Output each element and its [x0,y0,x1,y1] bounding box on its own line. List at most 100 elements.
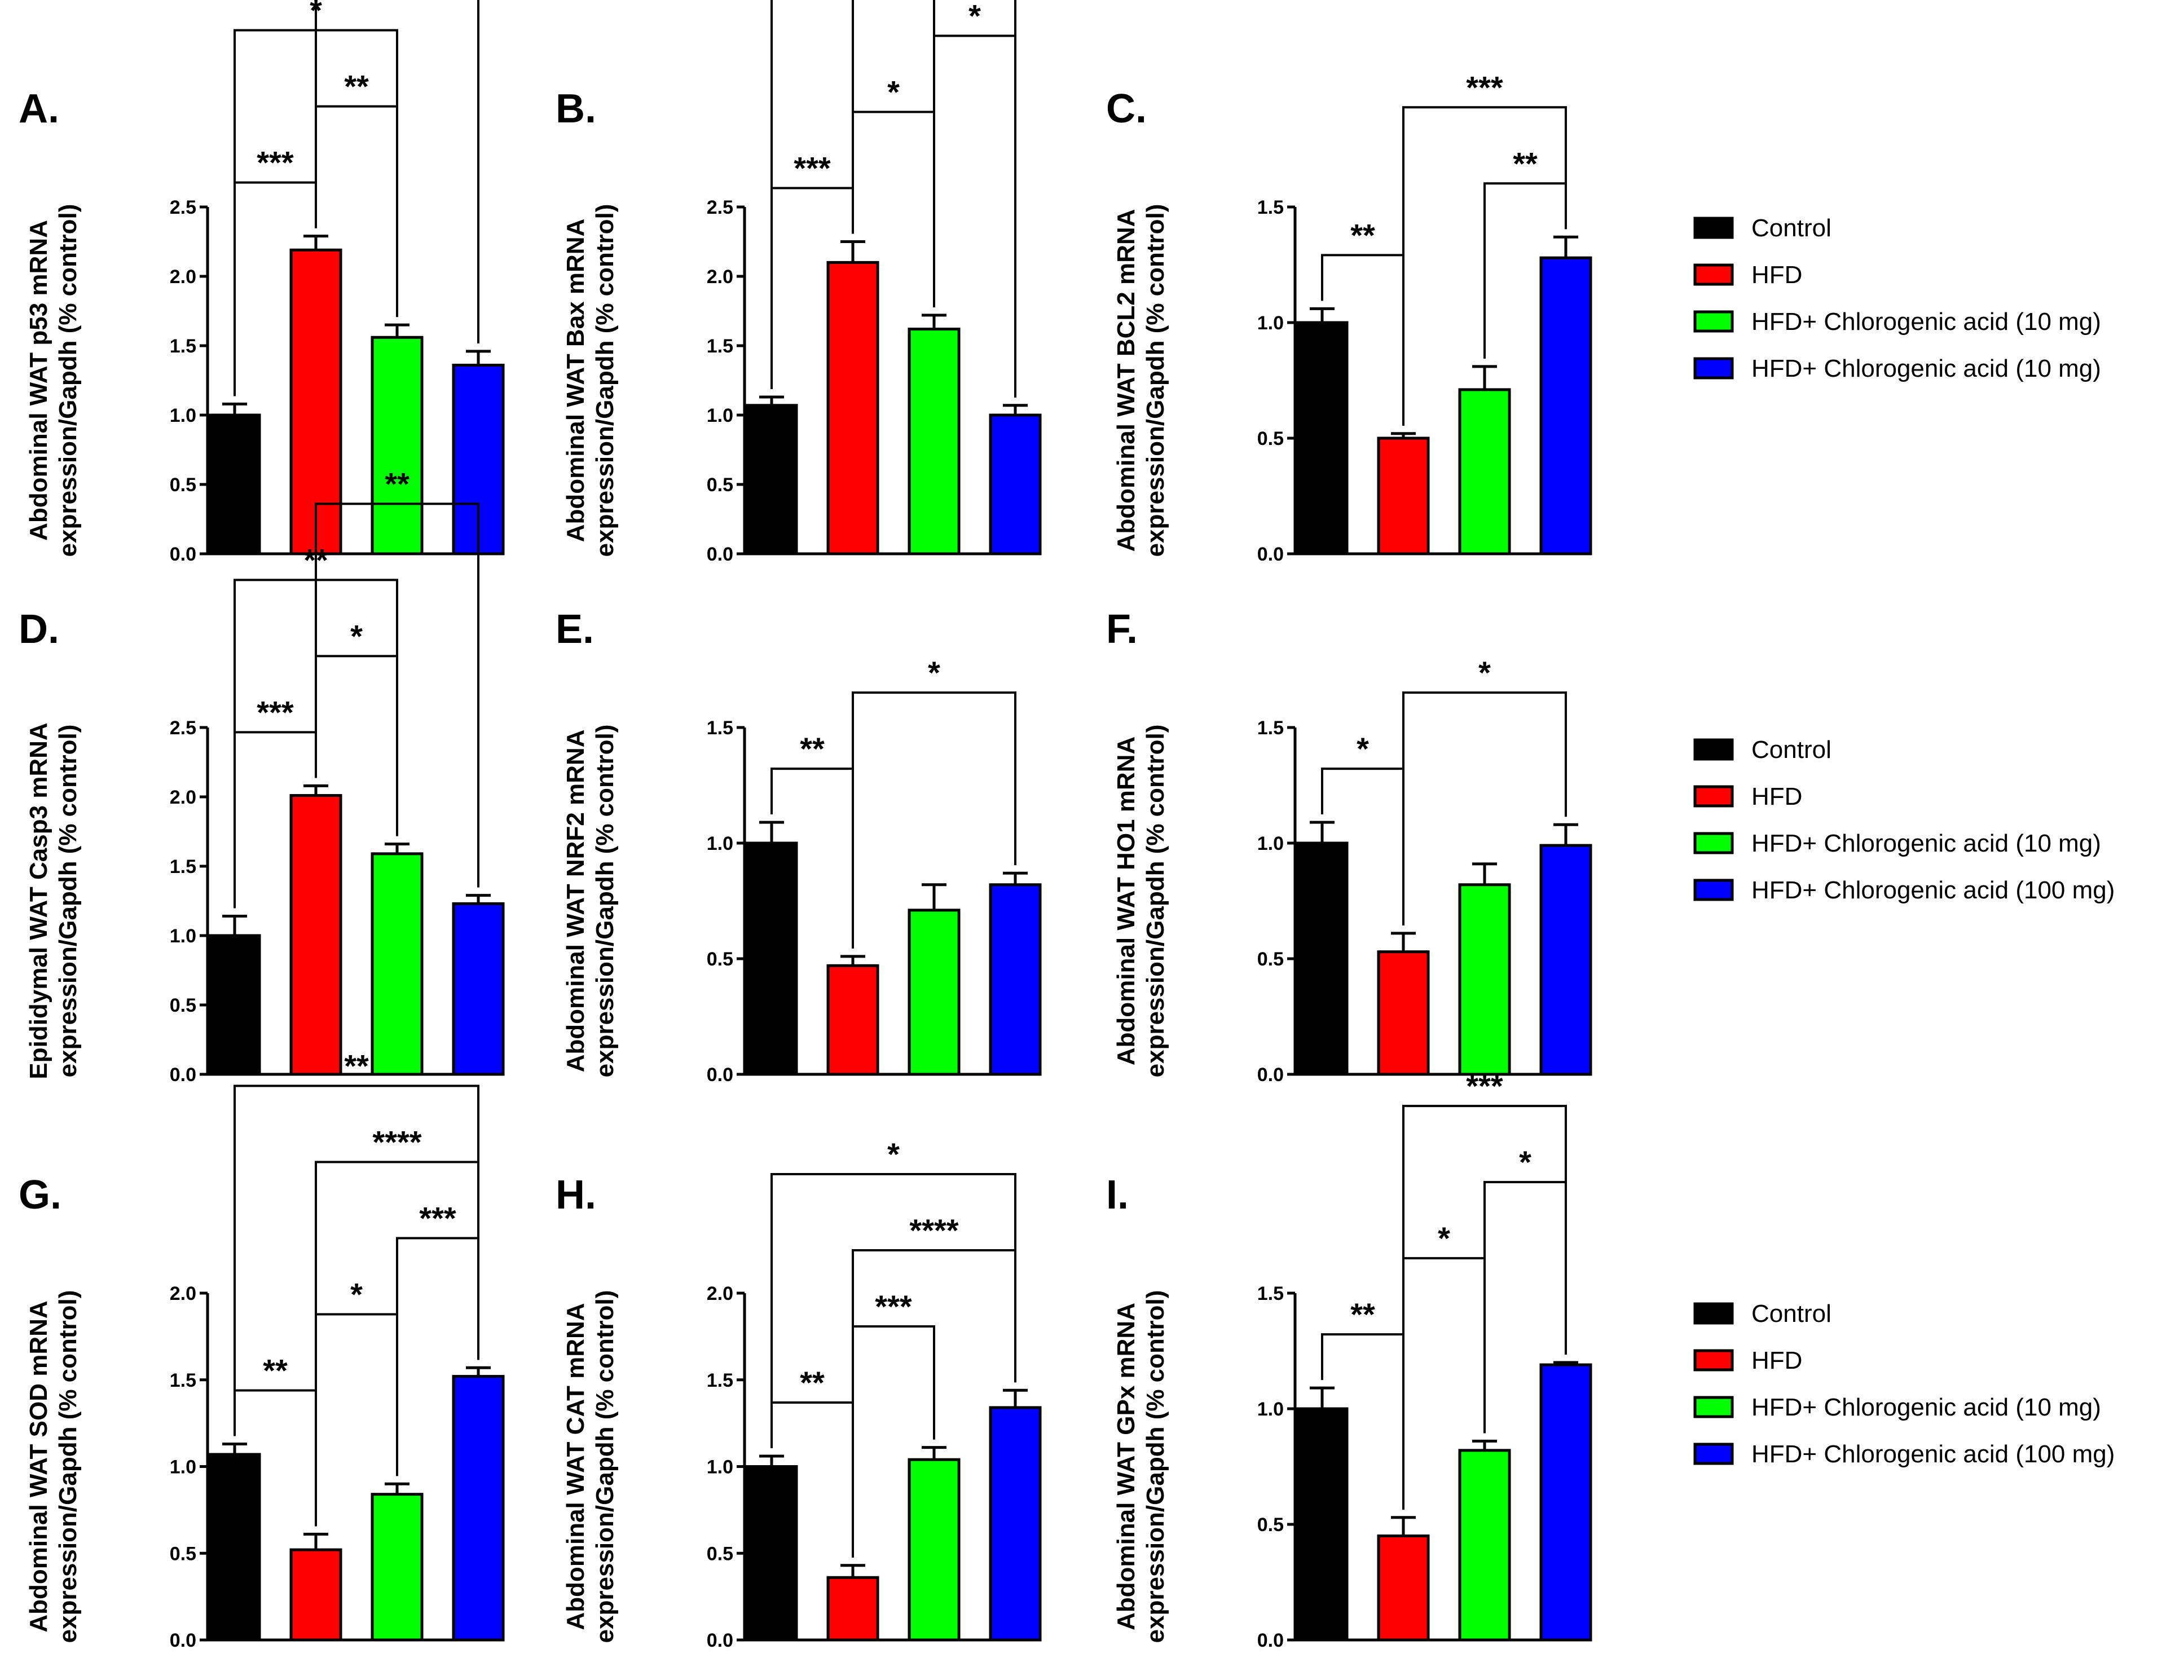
significance-bracket [770,0,935,390]
panel-f: F. Abdominal WAT HO1 mRNA expression/Gapdh… [1106,607,1592,1086]
y-tick-label: 0.0 [170,1630,196,1651]
bar-cga-10mg [1458,388,1511,555]
legend-swatch [1693,357,1734,380]
bar-hfd [1377,950,1430,1076]
significance-label: ** [800,1365,825,1400]
panel-letter: E. [556,607,594,652]
y-tick-label: 1.5 [1257,717,1284,739]
y-tick-label: 0.5 [707,949,733,970]
y-tick-label: 2.0 [170,1283,196,1304]
y-tick-label: 0.5 [170,474,196,496]
legend-label: HFD+ Chlorogenic acid (10 mg) [1751,1394,2101,1421]
y-tick-label: 2.5 [707,197,733,218]
significance-label: * [887,1136,900,1172]
legend-2: Control HFD HFD+ Chlorogenic acid (10 mg) H… [1693,736,2115,904]
significance-label: *** [257,694,294,730]
bar-control [1296,841,1349,1076]
significance-label: * [1438,1220,1450,1256]
significance-label: * [1478,655,1491,690]
y-tick-label: 0.0 [1257,1630,1284,1651]
y-axis-label: Abdominal WAT BCL2 mRNA [1112,209,1140,552]
bar-hfd [826,1576,879,1642]
bar-cga-10mg [371,336,424,555]
legend-label: HFD [1751,261,1802,289]
bar-cga-100mg [1539,1363,1592,1642]
y-tick-label: 0.0 [1257,544,1284,565]
y-tick-label: 2.0 [707,266,733,288]
y-tick-label: 0.5 [170,1543,196,1564]
y-tick-label: 1.0 [170,1457,196,1478]
panel-letter: C. [1106,86,1147,131]
bar-hfd [289,794,342,1076]
legend-1: Control HFD HFD+ Chlorogenic acid (10 mg) H… [1693,214,2101,382]
y-tick-label: 0.5 [1257,428,1284,449]
bar-hfd [289,1548,342,1642]
bar-hfd [1377,1535,1430,1642]
panel-letter: G. [19,1172,61,1218]
significance-label: * [350,618,363,654]
panel-a: A. Abdominal WAT p53 mRNA expression/Gapdh… [19,0,505,565]
legend-swatch [1693,263,1734,286]
y-axis-label: Abdominal WAT Bax mRNA [562,219,589,543]
y-tick-label: 1.0 [1257,312,1284,334]
panel-letter: F. [1106,607,1138,652]
y-tick-label: 0.0 [170,1064,196,1086]
y-axis-label: Abdominal WAT SOD mRNA [25,1300,52,1632]
y-axis-label: Abdominal WAT CAT mRNA [562,1303,589,1630]
legend-swatch [1693,879,1734,901]
y-tick-label: 2.0 [170,787,196,808]
y-axis-label: Abdominal WAT p53 mRNA [25,220,52,541]
y-axis-label: Abdominal WAT HO1 mRNA [1112,737,1140,1065]
significance-label: ** [800,731,825,766]
bar-cga-10mg [371,852,424,1076]
bar-control [745,1465,798,1642]
y-axis-label: Abdominal WAT NRF2 mRNA [562,730,589,1073]
bar-control [745,841,798,1076]
y-axis-label: expression/Gapdh (% control) [591,204,619,557]
bar-cga-100mg [1539,844,1592,1076]
significance-label: **** [909,1212,958,1248]
significance-bracket [852,0,1016,398]
panel-letter: B. [556,86,596,131]
y-tick-label: 0.5 [1257,1514,1284,1536]
legend-label: Control [1751,736,1831,764]
y-axis-label: expression/Gapdh (% control) [1142,1290,1169,1643]
y-tick-label: 1.0 [707,1457,733,1478]
panel-i: I. Abdominal WAT GPx mRNA expression/Gapdh… [1106,1068,1592,1651]
panel-b: B. Abdominal WAT Bax mRNA expression/Gapdh… [556,0,1042,565]
panel-e: E. Abdominal WAT NRF2 mRNA expression/Gapd… [556,607,1042,1086]
significance-label: *** [257,145,294,180]
significance-label: **** [372,1125,421,1160]
y-tick-label: 1.5 [1257,1283,1284,1304]
significance-bracket [1402,691,1567,925]
y-axis-label: expression/Gapdh (% control) [591,725,619,1078]
significance-label: ** [263,1353,288,1388]
y-tick-label: 0.5 [170,995,196,1016]
y-tick-label: 0.0 [707,1064,733,1086]
significance-label: *** [419,1201,456,1236]
significance-bracket [852,691,1016,949]
legend-swatch [1693,785,1734,808]
y-tick-label: 1.5 [170,856,196,878]
significance-label: ** [1350,1297,1375,1332]
legend-label: HFD+ Chlorogenic acid (10 mg) [1751,830,2101,857]
y-tick-label: 0.5 [1257,949,1284,970]
y-axis-label: expression/Gapdh (% control) [54,725,82,1078]
bar-cga-100mg [452,1375,505,1642]
legend-swatch [1693,310,1734,333]
bar-cga-100mg [989,1406,1042,1642]
panel-c: C. Abdominal WAT BCL2 mRNA expression/Gapd… [1106,69,1592,565]
y-tick-label: 0.5 [707,1543,733,1564]
legend-label: Control [1751,1300,1831,1328]
y-tick-label: 1.5 [707,717,733,739]
panel-d: D. Epididymal WAT Casp3 mRNA expression/Ga… [19,466,505,1086]
y-tick-label: 0.0 [170,544,196,565]
y-tick-label: 0.5 [707,474,733,496]
y-tick-label: 2.5 [170,197,196,218]
significance-label: ** [344,69,369,104]
y-axis-label: expression/Gapdh (% control) [1142,204,1169,557]
significance-bracket [1402,1105,1567,1510]
legend-swatch [1693,1302,1734,1325]
bar-cga-100mg [452,902,505,1076]
legend-swatch [1693,217,1734,239]
